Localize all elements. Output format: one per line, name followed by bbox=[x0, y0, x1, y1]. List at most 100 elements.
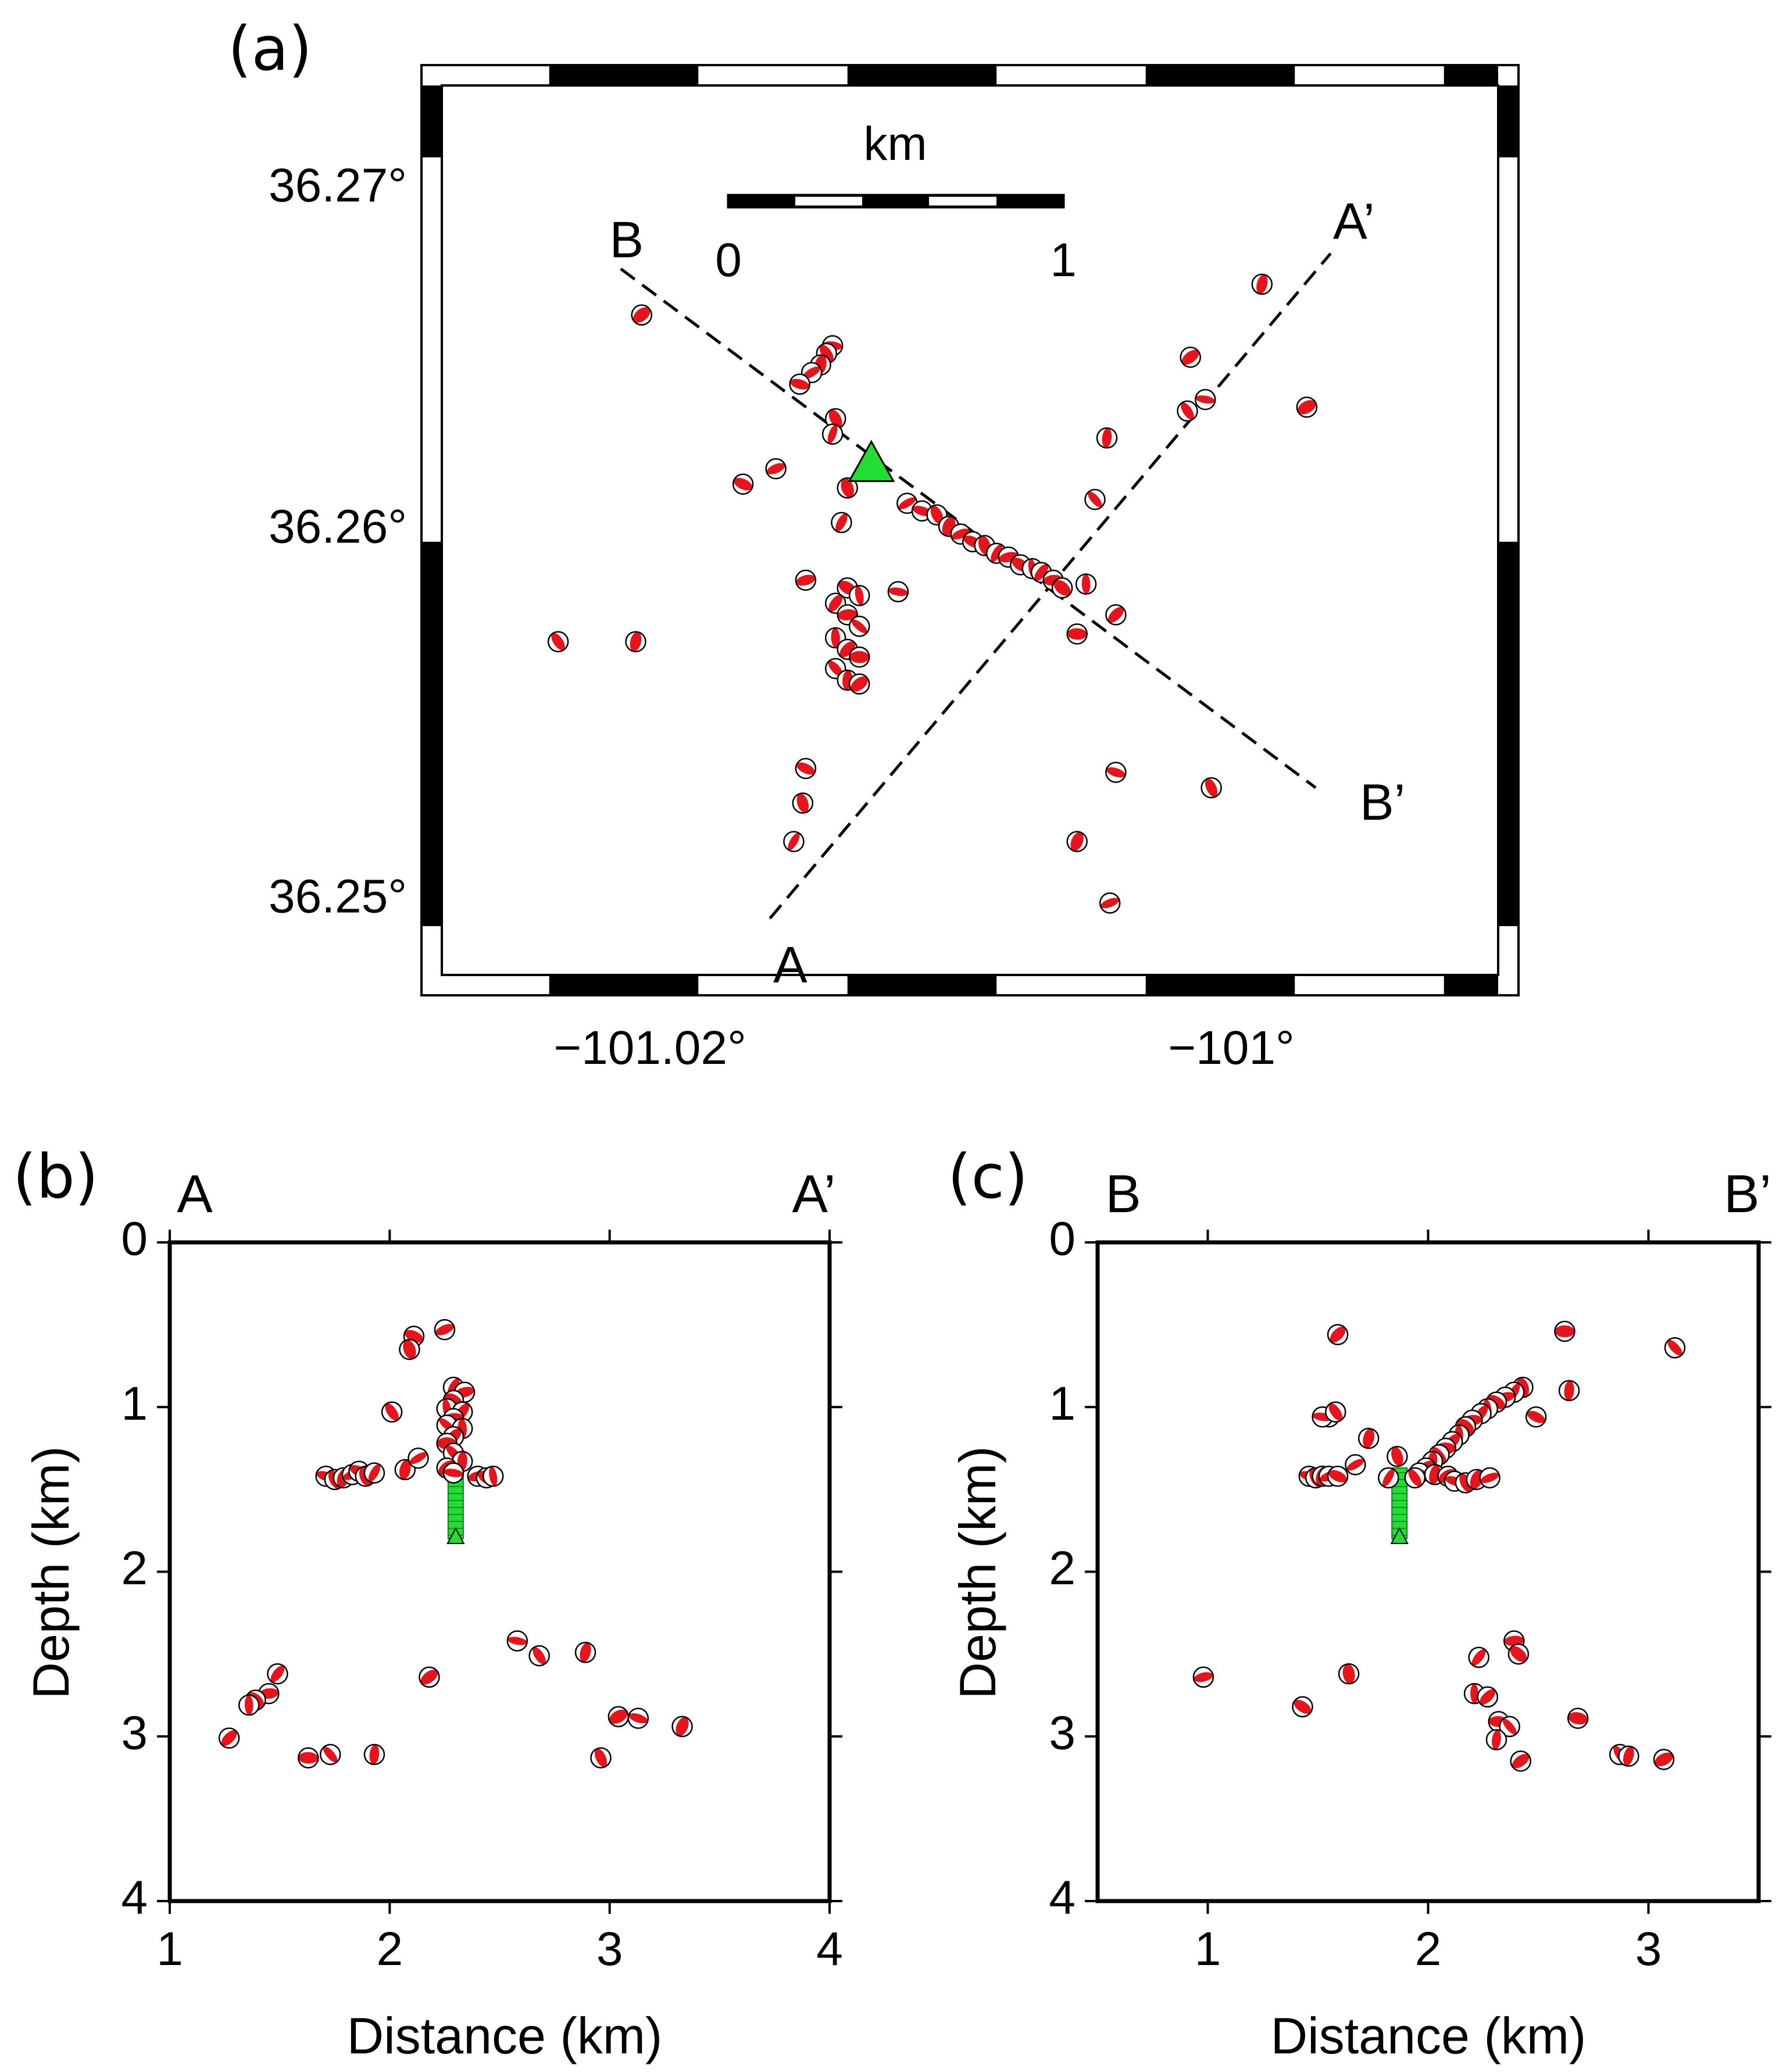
event-beachball bbox=[399, 1338, 420, 1360]
event-beachball bbox=[887, 581, 909, 603]
section-frame bbox=[1095, 1240, 1761, 1903]
map-frame-segment bbox=[1498, 541, 1519, 926]
y-tick-label: 2 bbox=[121, 1542, 148, 1595]
event-beachball bbox=[547, 631, 569, 652]
beachball-compressional-quadrant bbox=[1101, 898, 1120, 909]
event-beachball bbox=[1105, 604, 1127, 626]
event-beachball bbox=[1325, 1401, 1346, 1423]
event-beachball bbox=[848, 673, 870, 695]
beachball-outline bbox=[218, 1727, 240, 1749]
section-b-ylabel: Depth (km) bbox=[949, 1446, 1006, 1699]
event-beachball bbox=[1477, 1686, 1499, 1708]
map-y-tick-label: 36.27° bbox=[269, 159, 407, 212]
beachball-compressional-quadrant bbox=[796, 762, 815, 775]
beachball-compressional-quadrant bbox=[831, 628, 840, 648]
beachball-outline bbox=[1327, 1324, 1349, 1345]
beachball-outline bbox=[765, 458, 787, 480]
y-tick-label: 2 bbox=[1049, 1542, 1076, 1595]
beachball-compressional-quadrant bbox=[841, 478, 854, 498]
beachball-outline bbox=[783, 831, 805, 852]
event-beachball bbox=[1075, 573, 1097, 595]
map-frame-segment bbox=[549, 65, 699, 85]
beachball-compressional-quadrant bbox=[1328, 1470, 1347, 1482]
beachball-outline bbox=[1479, 1467, 1500, 1489]
event-beachball bbox=[1177, 400, 1198, 422]
event-beachball bbox=[1404, 1467, 1426, 1489]
beachball-compressional-quadrant bbox=[1181, 402, 1194, 420]
beachball-compressional-quadrant bbox=[855, 585, 864, 606]
beachball-outline bbox=[363, 1744, 385, 1766]
beachball-outline bbox=[848, 616, 870, 637]
event-beachball bbox=[1653, 1749, 1675, 1770]
event-beachball bbox=[1251, 273, 1273, 295]
beachball-compressional-quadrant bbox=[1568, 1712, 1588, 1725]
beachball-compressional-quadrant bbox=[1527, 1410, 1545, 1423]
beachball-compressional-quadrant bbox=[1480, 1689, 1496, 1705]
beachball-compressional-quadrant bbox=[835, 513, 848, 532]
event-beachball bbox=[419, 1666, 440, 1688]
event-beachball bbox=[363, 1462, 385, 1484]
beachball-outline bbox=[408, 1447, 429, 1469]
beachball-outline bbox=[824, 658, 846, 680]
y-tick-label: 3 bbox=[1049, 1706, 1076, 1759]
map-frame-segment bbox=[1444, 65, 1498, 85]
event-beachball bbox=[1066, 623, 1088, 645]
beachball-outline bbox=[795, 569, 817, 591]
x-tick-label: 1 bbox=[1195, 1923, 1221, 1975]
beachball-outline bbox=[1345, 1454, 1366, 1476]
x-tick-label: 2 bbox=[1415, 1923, 1442, 1975]
beachball-outline bbox=[1051, 577, 1073, 599]
event-beachball bbox=[1201, 777, 1222, 799]
event-beachball bbox=[783, 831, 805, 852]
beachball-compressional-quadrant bbox=[796, 793, 809, 813]
beachball-compressional-quadrant bbox=[788, 833, 800, 851]
beachball-compressional-quadrant bbox=[1328, 1403, 1342, 1421]
beachball-compressional-quadrant bbox=[1194, 1672, 1213, 1682]
y-tick-label: 4 bbox=[121, 1871, 148, 1924]
map-frame-segment bbox=[1145, 975, 1295, 995]
event-beachball bbox=[732, 473, 754, 495]
event-beachball bbox=[574, 1642, 596, 1663]
beachball-compressional-quadrant bbox=[803, 366, 821, 379]
map-frame-segment bbox=[1145, 65, 1295, 85]
profile-b-start-label: B bbox=[609, 210, 644, 268]
beachball-outline bbox=[1510, 1750, 1531, 1772]
event-beachball bbox=[528, 1645, 550, 1667]
event-beachball bbox=[625, 631, 646, 652]
event-beachball bbox=[319, 1744, 341, 1766]
beachball-compressional-quadrant bbox=[1564, 1380, 1574, 1401]
beachball-compressional-quadrant bbox=[1363, 1428, 1375, 1448]
event-beachball bbox=[1485, 1729, 1507, 1751]
beachball-outline bbox=[1507, 1643, 1530, 1665]
beachball-outline bbox=[848, 673, 870, 695]
section-b-axes: 0 1 2 3 4 1 2 3 bbox=[1049, 1213, 1771, 1975]
beachball-compressional-quadrant bbox=[628, 1713, 648, 1724]
section-b-events bbox=[1192, 1320, 1686, 1772]
beachball-compressional-quadrant bbox=[298, 1752, 319, 1764]
event-beachball bbox=[789, 373, 810, 395]
beachball-outline bbox=[837, 477, 858, 499]
beachball-outline bbox=[1099, 892, 1121, 914]
event-beachball bbox=[506, 1630, 528, 1652]
beachball-outline bbox=[1075, 573, 1097, 595]
injection-well-triangle bbox=[1390, 1527, 1409, 1544]
y-tick-label: 1 bbox=[1049, 1377, 1076, 1430]
beachball-outline bbox=[1378, 1467, 1399, 1489]
event-beachball bbox=[848, 585, 870, 606]
scale-bar-segment bbox=[996, 195, 1063, 207]
beachball-compressional-quadrant bbox=[766, 463, 785, 474]
beachball-outline bbox=[298, 1747, 319, 1769]
beachball-compressional-quadrant bbox=[1298, 400, 1316, 415]
beachball-outline bbox=[795, 758, 817, 780]
beachball-compressional-quadrant bbox=[244, 1695, 253, 1715]
beachball-compressional-quadrant bbox=[1102, 428, 1112, 448]
beachball-outline bbox=[238, 1694, 260, 1716]
event-beachball bbox=[1051, 577, 1073, 599]
beachball-compressional-quadrant bbox=[1470, 1684, 1479, 1704]
beachball-outline bbox=[631, 304, 652, 326]
beachball-outline bbox=[1084, 488, 1106, 510]
scale-bar: km 0 1 bbox=[715, 117, 1077, 287]
map-axis-ticks: 36.27° 36.26° 36.25° −101.02° −101° bbox=[269, 159, 1295, 1074]
beachball-compressional-quadrant bbox=[221, 1730, 237, 1746]
